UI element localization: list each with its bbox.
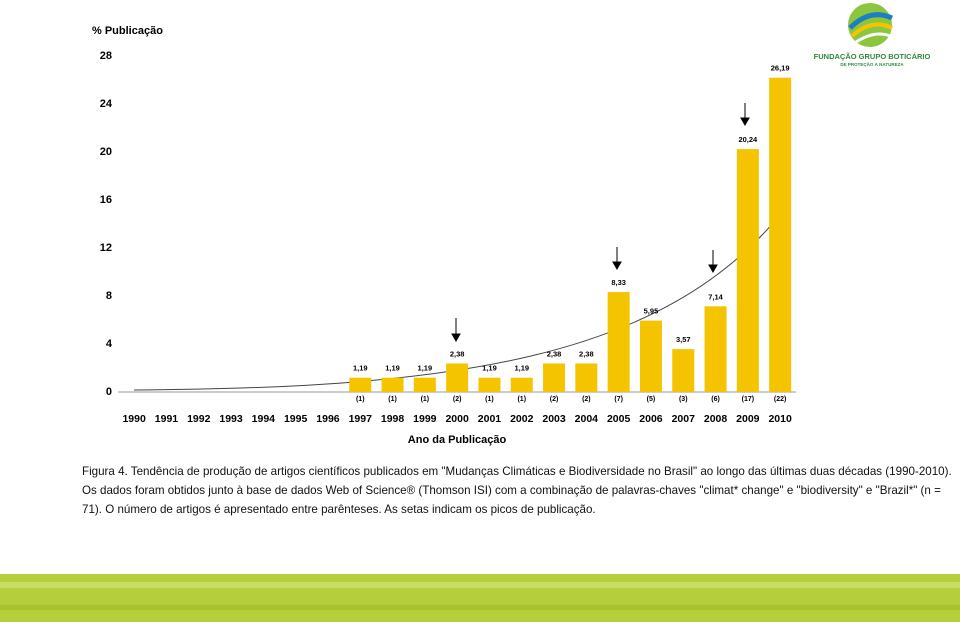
peak-arrows [451, 103, 750, 343]
x-tick-label: 1990 [122, 413, 146, 425]
count-label: (2) [453, 396, 462, 403]
count-label: (17) [742, 396, 754, 403]
x-tick-label: 2003 [542, 413, 566, 425]
value-label: 2,38 [579, 349, 594, 358]
value-label: 1,19 [385, 364, 400, 373]
value-label: 1,19 [482, 364, 497, 373]
x-tick-label: 1998 [381, 413, 405, 425]
count-label: (3) [679, 396, 688, 403]
x-tick-label: 2006 [639, 413, 663, 425]
x-tick-label: 1999 [413, 413, 437, 425]
y-axis-title: % Publicação [92, 25, 163, 37]
y-tick-label: 12 [100, 242, 112, 254]
x-tick-label: 1992 [187, 413, 211, 425]
x-tick-label: 2010 [768, 413, 792, 425]
y-tick-label: 4 [106, 338, 113, 350]
value-label: 2,38 [547, 349, 562, 358]
caption-label: Figura 4. [82, 465, 128, 478]
value-label: 8,33 [611, 278, 626, 287]
value-label: 2,38 [450, 349, 465, 358]
x-tick-label: 2009 [736, 413, 760, 425]
y-tick-label: 28 [100, 50, 112, 62]
x-tick-label: 1994 [252, 413, 276, 425]
footer-stripe [0, 574, 960, 622]
count-label: (2) [582, 396, 591, 403]
value-label: 1,19 [353, 364, 368, 373]
bar [381, 377, 404, 392]
count-label: (1) [388, 396, 397, 403]
x-tick-label: 2000 [445, 413, 469, 425]
count-label: (5) [647, 396, 656, 403]
value-label: 3,57 [676, 335, 691, 344]
count-label: (6) [711, 396, 720, 403]
x-tick-label: 1995 [284, 413, 308, 425]
x-tick-label: 2005 [607, 413, 631, 425]
y-tick-label: 20 [100, 146, 112, 158]
logo-mark [848, 3, 894, 47]
count-label: (1) [356, 396, 365, 403]
footer-stripe-light [0, 582, 960, 588]
bar [607, 292, 630, 392]
bar [413, 377, 436, 392]
value-label: 20,24 [738, 135, 758, 144]
y-tick-label: 8 [106, 290, 112, 302]
value-label: 7,14 [708, 292, 723, 301]
bar [704, 306, 727, 392]
trend-curve [133, 214, 781, 391]
count-label: (1) [485, 396, 494, 403]
count-label: (1) [421, 396, 430, 403]
x-tick-label: 2001 [478, 413, 502, 425]
y-tick-label: 16 [100, 194, 112, 206]
bar [672, 349, 695, 392]
bar [575, 363, 598, 392]
x-tick-label: 1996 [316, 413, 340, 425]
x-tick-label: 2002 [510, 413, 534, 425]
count-label: (7) [614, 396, 623, 403]
bar [736, 149, 759, 392]
caption-text: Tendência de produção de artigos científ… [82, 465, 952, 516]
bar [446, 363, 469, 392]
x-tick-label: 1991 [155, 413, 179, 425]
x-tick-label: 2007 [672, 413, 696, 425]
value-label: 26,19 [771, 64, 790, 73]
figure-caption: Figura 4. Tendência de produção de artig… [82, 462, 957, 519]
count-label: (2) [550, 396, 559, 403]
count-label: (22) [774, 396, 786, 403]
count-label: (1) [517, 396, 526, 403]
logo-name: FUNDAÇÃO GRUPO BOTICÁRIO [814, 52, 931, 61]
bar [510, 377, 533, 392]
y-tick-label: 0 [106, 386, 112, 398]
value-label: 5,95 [644, 307, 659, 316]
footer-stripe-dark [0, 605, 960, 610]
bar [349, 377, 372, 392]
y-tick-label: 24 [100, 98, 113, 110]
value-label: 1,19 [514, 364, 529, 373]
x-axis-title: Ano da Publicação [408, 434, 507, 446]
x-tick-label: 2004 [575, 413, 599, 425]
bar [639, 320, 662, 392]
x-tick-label: 1993 [219, 413, 243, 425]
bar [769, 77, 792, 392]
bar [478, 377, 501, 392]
bar [543, 363, 566, 392]
logo-tagline: DE PROTEÇÃO À NATUREZA [840, 61, 904, 67]
x-tick-label: 1997 [349, 413, 373, 425]
value-label: 1,19 [418, 364, 433, 373]
x-tick-label: 2008 [704, 413, 728, 425]
